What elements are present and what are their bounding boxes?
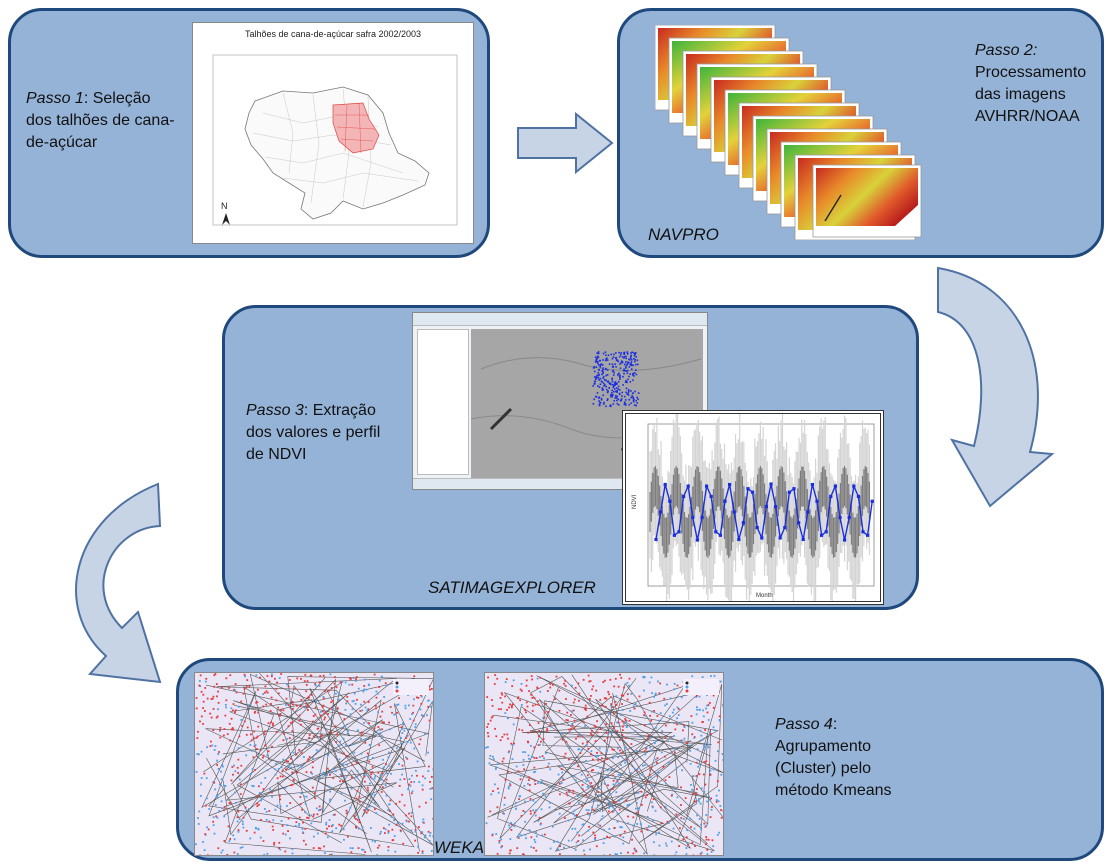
step3-desc: : Extração dos valores e perfil de NDVI (246, 402, 381, 463)
step1-map-image: Talhões de cana-de-açúcar safra 2002/200… (192, 22, 474, 244)
step2-text: Passo 2: Processamento das imagens AVHRR… (975, 40, 1103, 128)
window-sidebar (417, 329, 469, 475)
ndvi-profile-chart: NDVI Month (622, 410, 884, 605)
window-titlebar (413, 313, 707, 326)
satimage-window (412, 312, 708, 490)
north-arrow-icon (222, 213, 230, 225)
map-title: Talhões de cana-de-açúcar safra 2002/200… (244, 29, 422, 39)
window-statusbar (413, 478, 707, 489)
step4-tool-label: WEKA (434, 838, 485, 857)
step4-text: Passo 4: Agrupamento (Cluster) pelo méto… (775, 714, 915, 802)
weka-cluster-map-1 (194, 672, 434, 856)
step3-text: Passo 3: Extração dos valores e perfil d… (246, 400, 396, 466)
step2-label: Passo 2: (975, 42, 1038, 59)
step1-desc: : Seleção dos talhões de cana-de-açúcar (26, 90, 175, 151)
step1-label: Passo 1 (26, 90, 84, 107)
north-label: N (221, 201, 228, 211)
step4-desc: : Agrupamento (Cluster) pelo método Kmea… (775, 716, 892, 799)
step3-tool-label: SATIMAGEXPLORER (428, 578, 596, 597)
step2-tool-label: NAVPRO (648, 225, 719, 244)
chart-xlabel: Month (756, 593, 773, 599)
ndvi-image-stack (655, 25, 925, 240)
step1-text: Passo 1: Seleção dos talhões de cana-de-… (26, 88, 176, 154)
arrow-curve-down-icon (937, 266, 1055, 508)
chart-ylabel: NDVI (632, 494, 638, 509)
arrow-right-icon (517, 112, 614, 174)
step2-desc: Processamento das imagens AVHRR/NOAA (975, 64, 1087, 125)
arrow-curve-left-icon (75, 482, 162, 684)
weka-cluster-map-2 (484, 672, 724, 856)
step4-label: Passo 4 (775, 716, 833, 733)
step3-label: Passo 3 (246, 402, 304, 419)
